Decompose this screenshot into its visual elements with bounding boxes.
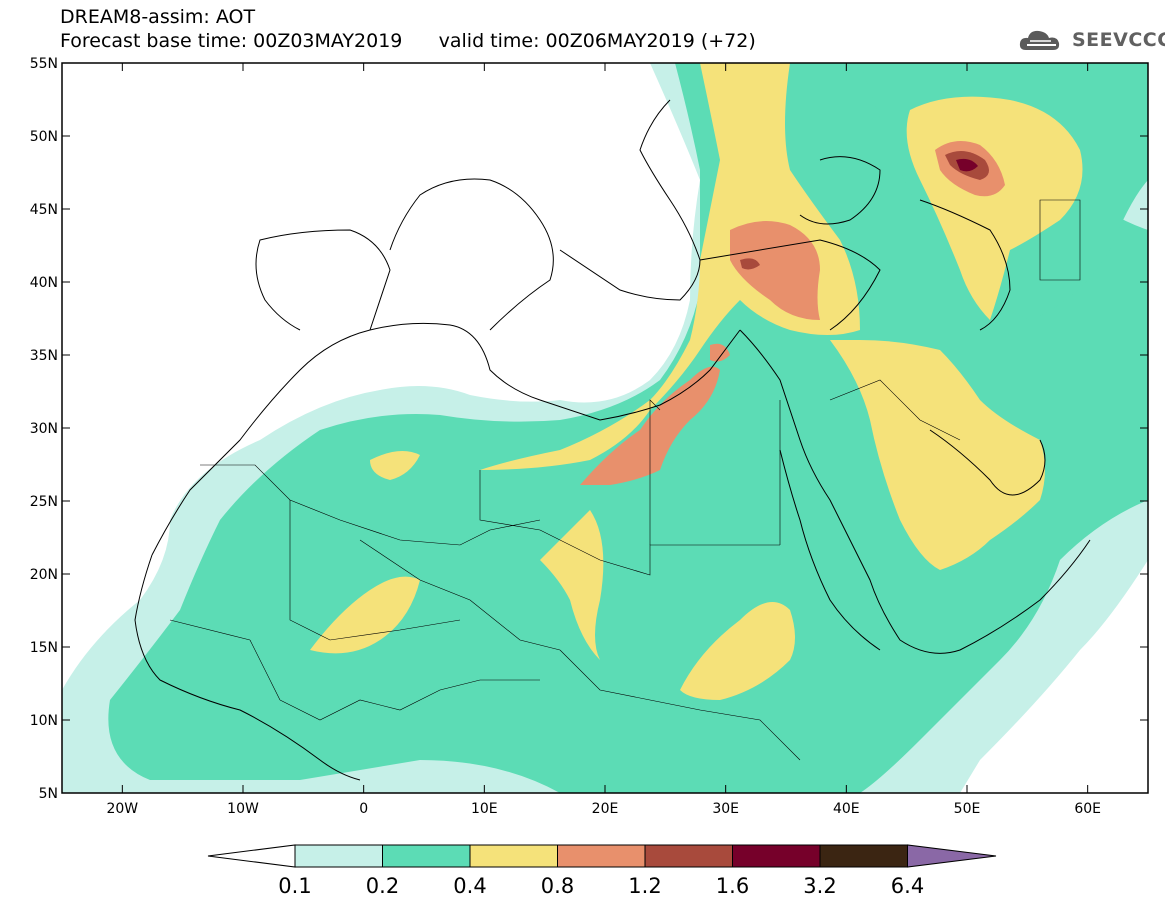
colorbar-label: 0.2	[366, 874, 399, 898]
lat-tick-label: 40N	[30, 275, 58, 291]
lat-tick-label: 25N	[30, 494, 58, 510]
colorbar-label: 0.4	[453, 874, 486, 898]
colorbar-under-triangle	[207, 844, 296, 868]
colorbar-segment	[294, 844, 383, 868]
colorbar-label: 0.1	[278, 874, 311, 898]
seevccc-logo: SEEVCCC	[1018, 26, 1165, 54]
logo-text: SEEVCCC	[1072, 29, 1165, 51]
lat-tick-label: 10N	[30, 713, 58, 729]
valid-time: valid time: 00Z06MAY2019 (+72)	[438, 30, 756, 52]
forecast-time-line: Forecast base time: 00Z03MAY2019 valid t…	[60, 30, 756, 52]
colorbar-segment	[732, 844, 821, 868]
lat-tick-label: 30N	[30, 421, 58, 437]
lat-tick-label: 5N	[39, 786, 58, 802]
lon-tick-label: 10W	[227, 801, 259, 817]
colorbar-segment	[819, 844, 908, 868]
lat-tick-label: 55N	[30, 56, 58, 72]
aot-band-1.6	[956, 158, 978, 172]
lon-tick-label: 10E	[471, 801, 498, 817]
colorbar: 0.1 0.2 0.4 0.8 1.2 1.6 3.2 6.4	[207, 844, 997, 898]
lat-tick-label: 20N	[30, 567, 58, 583]
colorbar-segment	[557, 844, 646, 868]
lon-tick-label: 50E	[954, 801, 981, 817]
lat-tick-label: 15N	[30, 640, 58, 656]
lon-tick-label: 60E	[1074, 801, 1101, 817]
colorbar-label: 1.2	[628, 874, 661, 898]
longitude-axis: 20W 10W 0 10E 20E 30E 40E 50E 60E	[106, 63, 1101, 817]
lon-tick-label: 20W	[106, 801, 138, 817]
lon-tick-label: 20E	[592, 801, 619, 817]
lat-tick-label: 45N	[30, 202, 58, 218]
lon-tick-label: 40E	[833, 801, 860, 817]
colorbar-label: 1.6	[716, 874, 749, 898]
colorbar-over-triangle	[907, 844, 997, 868]
colorbar-label: 6.4	[891, 874, 924, 898]
lon-tick-label: 30E	[712, 801, 739, 817]
aot-fields	[62, 63, 1148, 793]
latitude-axis: 5N 10N 15N 20N 25N 30N 35N 40N 45N 50N 55N	[30, 56, 1148, 802]
base-time: Forecast base time: 00Z03MAY2019	[60, 30, 403, 52]
colorbar-label: 0.8	[541, 874, 574, 898]
lon-tick-label: 0	[359, 801, 368, 817]
lat-tick-label: 35N	[30, 348, 58, 364]
lat-tick-label: 50N	[30, 129, 58, 145]
cloud-logo-icon	[1019, 30, 1060, 50]
colorbar-segment	[469, 844, 558, 868]
colorbar-label: 3.2	[803, 874, 836, 898]
coastlines	[134, 99, 1091, 781]
country-borders	[169, 199, 1081, 761]
chart-title: DREAM8-assim: AOT	[60, 6, 256, 28]
colorbar-segment	[644, 844, 733, 868]
colorbar-segment	[382, 844, 471, 868]
